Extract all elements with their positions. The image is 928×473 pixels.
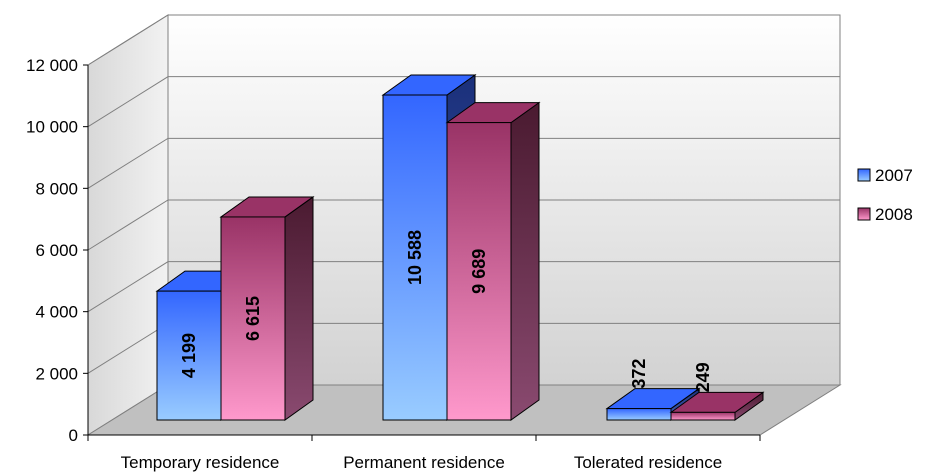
- y-tick-label: 2 000: [35, 364, 78, 383]
- y-axis-ticks: 0 2 000 4 000 6 000 8 000 10 000 12 000: [26, 56, 88, 445]
- y-tick-label: 6 000: [35, 241, 78, 260]
- y-tick-label: 4 000: [35, 303, 78, 322]
- bar-front: [382, 94, 448, 421]
- bar-front: [670, 411, 736, 421]
- y-tick-label: 10 000: [26, 118, 78, 137]
- bar-side: [510, 101, 540, 421]
- gridline: [87, 76, 840, 128]
- data-label: 372: [629, 359, 649, 389]
- bars: 4 199 6 615 10 588 9 689 372 249: [155, 74, 765, 421]
- legend-swatch: [857, 207, 871, 221]
- category-label: Permanent residence: [343, 453, 505, 472]
- legend: 2007 2008: [857, 166, 913, 224]
- data-label: 10 588: [405, 230, 425, 285]
- gridline: [87, 137, 840, 189]
- bar-2008-2: 249: [669, 362, 765, 421]
- data-label: 9 689: [469, 249, 489, 294]
- category-label: Temporary residence: [121, 453, 280, 472]
- legend-item-2008: 2008: [857, 205, 913, 224]
- category-label: Tolerated residence: [574, 453, 722, 472]
- gridline: [87, 14, 840, 66]
- data-label: 6 615: [243, 296, 263, 341]
- bar-2008-0: 6 615: [219, 195, 315, 421]
- data-label: 249: [693, 362, 713, 392]
- category-labels: Temporary residence Permanent residence To…: [121, 453, 723, 472]
- gridline: [87, 199, 840, 251]
- bar-2008-1: 9 689: [445, 101, 541, 421]
- legend-swatch: [857, 168, 871, 182]
- legend-label: 2007: [875, 166, 913, 185]
- y-tick-label: 8 000: [35, 179, 78, 198]
- bar-front: [446, 122, 512, 421]
- legend-item-2007: 2007: [857, 166, 913, 185]
- y-tick-label: 12 000: [26, 56, 78, 75]
- bar-front: [156, 290, 222, 421]
- bar-front: [606, 408, 672, 421]
- bar-side: [284, 195, 314, 421]
- legend-label: 2008: [875, 205, 913, 224]
- data-label: 4 199: [179, 333, 199, 378]
- gridline: [87, 261, 840, 313]
- bar-front: [220, 216, 286, 421]
- y-tick-label: 0: [69, 426, 78, 445]
